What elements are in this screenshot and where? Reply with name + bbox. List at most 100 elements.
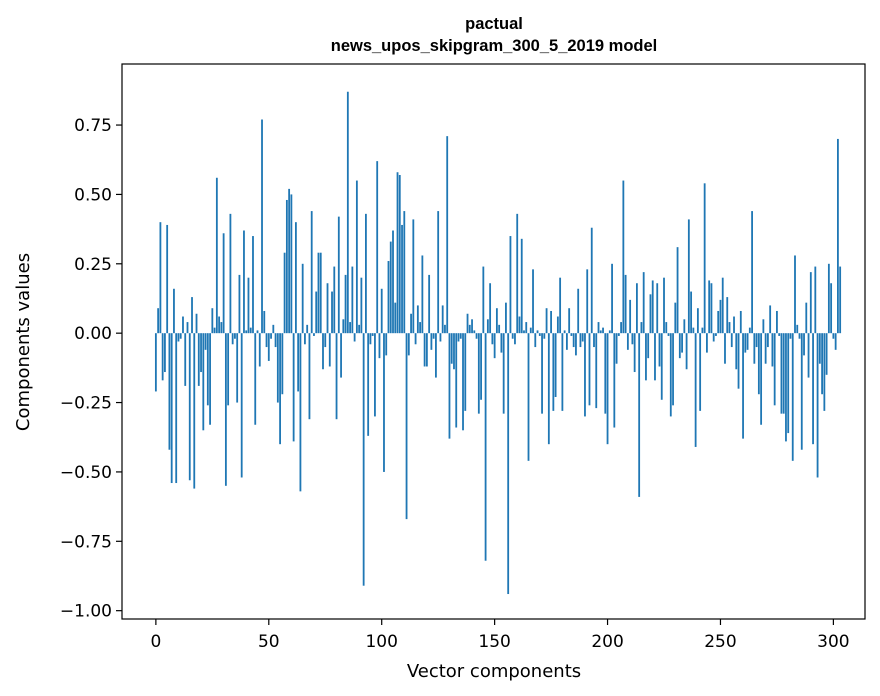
bar-254 <box>728 322 731 334</box>
bar-284 <box>796 324 799 334</box>
bar-137 <box>464 333 467 411</box>
bar-27 <box>215 177 218 334</box>
bar-135 <box>459 333 462 339</box>
bar-180 <box>561 333 564 411</box>
bar-280 <box>787 333 790 434</box>
bar-223 <box>658 333 661 367</box>
bar-184 <box>570 333 573 336</box>
bar-132 <box>453 333 455 370</box>
bar-276 <box>778 333 781 336</box>
bar-139 <box>468 324 471 334</box>
bar-239 <box>694 333 697 447</box>
bar-159 <box>514 333 516 345</box>
bar-46 <box>258 333 261 367</box>
bar-59 <box>288 188 291 334</box>
bar-213 <box>636 283 638 334</box>
bar-38 <box>240 333 243 478</box>
bar-298 <box>827 263 830 334</box>
bar-285 <box>798 333 801 339</box>
bar-96 <box>371 333 374 336</box>
bar-240 <box>696 308 699 334</box>
bar-181 <box>563 330 566 334</box>
bar-78 <box>331 291 333 334</box>
bar-8 <box>173 288 175 334</box>
bar-49 <box>265 333 268 348</box>
bar-299 <box>830 283 833 334</box>
bar-9 <box>175 333 178 484</box>
bar-7 <box>170 333 173 484</box>
bar-91 <box>360 277 363 334</box>
bar-117 <box>419 322 422 334</box>
bar-290 <box>809 272 812 334</box>
bar-16 <box>191 297 193 334</box>
bar-221 <box>654 333 656 381</box>
bar-32 <box>227 333 230 406</box>
x-tick-label-6: 300 <box>817 632 849 652</box>
bar-70 <box>313 333 315 336</box>
bar-63 <box>297 333 300 392</box>
bar-201 <box>608 330 611 334</box>
x-tick-label-3: 150 <box>478 632 510 652</box>
bar-55 <box>279 333 281 445</box>
bar-209 <box>626 333 629 350</box>
bar-157 <box>509 236 512 334</box>
bar-218 <box>647 333 650 359</box>
bar-93 <box>365 213 367 334</box>
y-axis-label: Components values <box>13 253 34 431</box>
bar-129 <box>446 136 449 334</box>
bar-40 <box>245 330 248 334</box>
bar-71 <box>315 291 318 334</box>
bar-115 <box>414 333 417 345</box>
bar-103 <box>387 261 390 334</box>
bar-175 <box>550 310 552 334</box>
bar-160 <box>516 213 519 334</box>
bar-227 <box>667 333 670 336</box>
bar-150 <box>493 333 496 359</box>
bars-group <box>154 91 842 595</box>
bar-243 <box>703 183 706 334</box>
bar-80 <box>335 333 338 420</box>
bar-83 <box>342 319 345 334</box>
bar-173 <box>545 308 548 334</box>
plot-frame <box>121 63 866 620</box>
bar-147 <box>486 319 489 334</box>
bar-104 <box>389 241 392 334</box>
bar-164 <box>525 322 528 334</box>
bar-271 <box>766 333 769 348</box>
bar-182 <box>565 333 568 350</box>
bar-143 <box>477 333 480 414</box>
bar-261 <box>744 333 747 353</box>
bar-86 <box>349 322 351 334</box>
bar-67 <box>306 324 309 334</box>
bar-146 <box>484 333 487 561</box>
bar-106 <box>394 302 397 334</box>
bar-301 <box>834 333 837 350</box>
bar-259 <box>739 310 742 334</box>
x-axis-label: Vector components <box>407 661 581 682</box>
bar-187 <box>577 288 580 334</box>
bar-244 <box>706 333 708 353</box>
bar-154 <box>502 333 505 414</box>
bar-296 <box>823 333 826 411</box>
chart-title-line-1: pactual <box>465 15 523 33</box>
bar-151 <box>495 308 498 334</box>
bar-24 <box>209 333 211 425</box>
bar-102 <box>385 333 388 356</box>
bar-231 <box>676 247 679 334</box>
bar-229 <box>672 333 674 406</box>
bar-241 <box>699 333 702 411</box>
bar-206 <box>620 322 622 334</box>
bar-149 <box>491 333 494 345</box>
bar-109 <box>401 224 403 334</box>
bar-283 <box>794 255 796 334</box>
bar-265 <box>753 333 756 364</box>
bar-263 <box>748 327 751 334</box>
y-tick-label-3: −0.25 <box>60 394 112 414</box>
bar-142 <box>475 333 478 339</box>
bar-34 <box>231 333 234 345</box>
bar-183 <box>568 308 571 334</box>
bar-257 <box>735 333 738 370</box>
bar-74 <box>322 333 324 370</box>
bar-100 <box>380 288 383 334</box>
bar-179 <box>559 277 562 334</box>
